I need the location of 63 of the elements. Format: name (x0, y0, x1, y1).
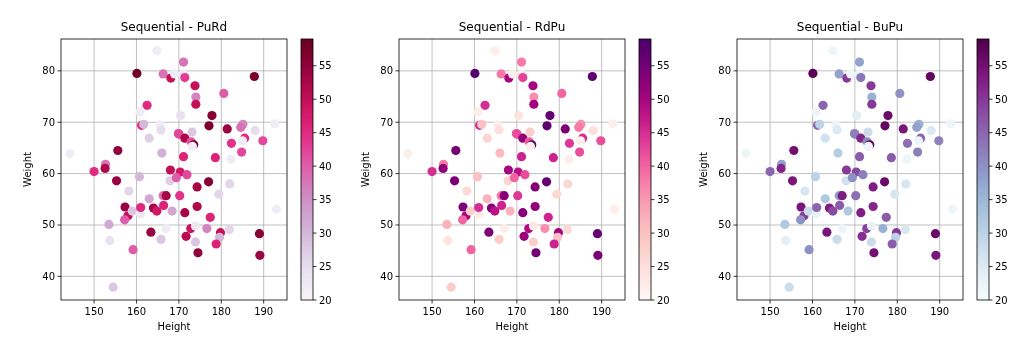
x-tick-label: 170 (845, 306, 865, 317)
y-tick-label: 50 (42, 219, 55, 231)
color-bar-label: 40 (319, 160, 332, 172)
y-tick-label: 60 (380, 168, 393, 180)
y-tick-label: 80 (42, 65, 55, 77)
color-bar-label: 45 (657, 127, 670, 139)
color-bar-label: 25 (319, 261, 332, 273)
color-bar-label: 50 (319, 93, 332, 105)
color-bar-label: 25 (995, 261, 1008, 273)
color-bar-label: 30 (319, 227, 332, 239)
color-bar-label: 40 (657, 160, 670, 172)
color-bar-label: 20 (657, 294, 670, 306)
color-bar-label: 20 (995, 294, 1008, 306)
color-bar-label: 30 (995, 227, 1008, 239)
y-tick-label: 40 (42, 270, 55, 282)
y-tick-label: 70 (380, 116, 393, 128)
x-tick-label: 160 (802, 306, 823, 317)
y-tick-label: 40 (380, 270, 393, 282)
color-bar-label: 45 (319, 127, 332, 139)
y-tick-label: 50 (380, 219, 393, 231)
x-tick-label: 180 (549, 306, 569, 317)
color-bar-label: 35 (995, 194, 1008, 206)
x-axis-title: Height (157, 321, 191, 332)
x-tick-label: 170 (169, 306, 189, 317)
color-bar-label: 45 (995, 127, 1008, 139)
y-tick-label: 80 (718, 65, 731, 77)
y-tick-label: 50 (718, 219, 731, 231)
chart-title: Sequential - BuPu (796, 20, 904, 34)
y-axis-title: Weight (360, 152, 371, 187)
x-tick-label: 190 (930, 306, 950, 317)
x-tick-label: 190 (592, 306, 612, 317)
color-bar-label: 55 (995, 60, 1008, 72)
y-tick-label: 60 (718, 168, 731, 180)
color-bar-label: 55 (319, 60, 332, 72)
color-bar-label: 20 (319, 294, 332, 306)
color-bar-label: 35 (657, 194, 670, 206)
x-tick-label: 180 (887, 306, 907, 317)
y-axis-title: Weight (22, 152, 33, 187)
x-tick-label: 150 (84, 306, 104, 317)
chart-title: Sequential - RdPu (458, 20, 566, 34)
y-tick-label: 80 (380, 65, 393, 77)
chart-title: Sequential - PuRd (120, 20, 228, 34)
color-bar-label: 35 (319, 194, 332, 206)
y-axis-title: Weight (698, 152, 709, 187)
color-bar-label: 55 (657, 60, 670, 72)
y-tick-label: 70 (718, 116, 731, 128)
x-tick-label: 150 (422, 306, 442, 317)
x-tick-label: 170 (507, 306, 527, 317)
x-tick-label: 160 (126, 306, 147, 317)
x-tick-label: 180 (211, 306, 231, 317)
y-tick-label: 70 (42, 116, 55, 128)
x-tick-label: 150 (760, 306, 780, 317)
x-tick-label: 190 (254, 306, 274, 317)
color-bar-label: 50 (995, 93, 1008, 105)
x-axis-title: Height (833, 321, 867, 332)
x-axis-title: Height (495, 321, 529, 332)
color-bar-label: 25 (657, 261, 670, 273)
y-tick-label: 40 (718, 270, 731, 282)
y-tick-label: 60 (42, 168, 55, 180)
x-tick-label: 160 (464, 306, 485, 317)
color-bar-label: 30 (657, 227, 670, 239)
color-bar-label: 50 (657, 93, 670, 105)
color-bar-label: 40 (995, 160, 1008, 172)
